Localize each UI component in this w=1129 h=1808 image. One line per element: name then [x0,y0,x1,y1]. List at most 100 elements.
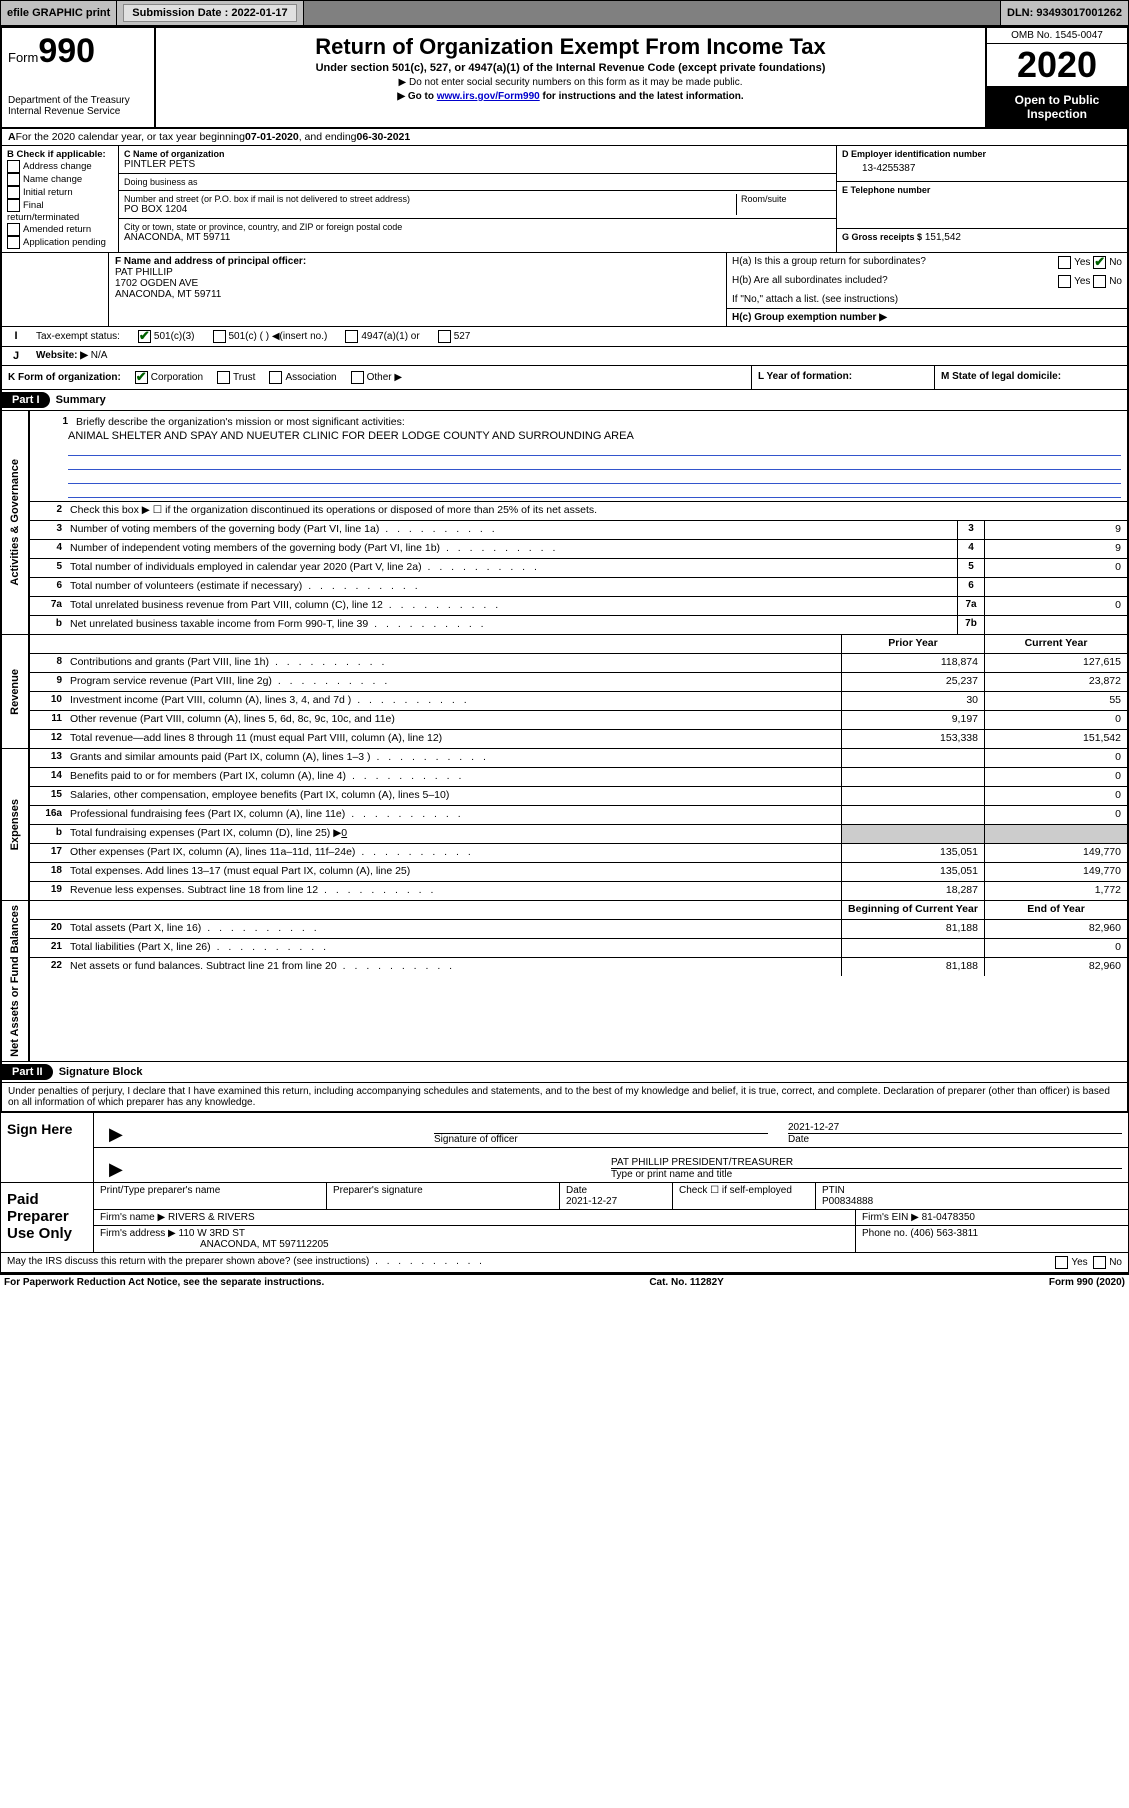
i-501c3[interactable]: 501(c)(3) [138,330,195,343]
i-label: Tax-exempt status: [36,331,120,342]
l6-desc: Total number of volunteers (estimate if … [66,578,957,596]
m-label: M State of legal domicile: [941,371,1061,382]
h-a-row: H(a) Is this a group return for subordin… [727,253,1127,272]
box-k: K Form of organization: Corporation Trus… [2,366,751,389]
form-number: Form990 [8,32,148,71]
street-value: PO BOX 1204 [124,204,736,215]
room-label: Room/suite [741,194,831,204]
line-11: 11Other revenue (Part VIII, column (A), … [30,711,1127,730]
org-c-column: C Name of organization PINTLER PETS Doin… [119,146,836,252]
form-subtitle: Under section 501(c), 527, or 4947(a)(1)… [164,62,977,74]
fh-block: F Name and address of principal officer:… [2,253,1127,327]
line-20: 20Total assets (Part X, line 16) 81,1888… [30,920,1127,939]
submission-cell: Submission Date : 2022-01-17 [117,1,303,25]
k-corp[interactable]: Corporation [135,371,203,384]
line-10: 10Investment income (Part VIII, column (… [30,692,1127,711]
fh-spacer [2,253,109,326]
ein-label: D Employer identification number [842,149,1122,159]
preparer-row: Paid Preparer Use Only Print/Type prepar… [1,1183,1128,1253]
j-value: N/A [91,350,108,361]
phone-label2: Phone no. [862,1228,908,1239]
dba-row: Doing business as [119,174,836,191]
toolbar-spacer [304,1,1001,25]
rev-sidelabel: Revenue [2,635,30,748]
irs-link[interactable]: www.irs.gov/Form990 [437,91,540,102]
l5-val: 0 [984,559,1127,577]
top-toolbar: efile GRAPHIC print Submission Date : 20… [0,0,1129,26]
sig-arrow2-icon [109,1159,127,1180]
ein-value: 13-4255387 [842,159,1122,178]
l5-num: 5 [30,559,66,577]
i-letter: I [2,327,30,346]
phone-label: E Telephone number [842,185,1122,195]
mission-text: ANIMAL SHELTER AND SPAY AND NUEUTER CLIN… [36,430,1121,442]
prep-head-row: Print/Type preparer's name Preparer's si… [94,1183,1128,1210]
i-4947[interactable]: 4947(a)(1) or [345,330,419,343]
l7b-val [984,616,1127,634]
sig-date-value: 2021-12-27 [788,1122,1122,1133]
l2-desc: Check this box ▶ ☐ if the organization d… [66,502,1127,520]
k-assoc[interactable]: Association [269,371,336,384]
p-selfemp[interactable]: Check ☐ if self-employed [673,1183,816,1209]
city-label: City or town, state or province, country… [124,222,831,232]
ein-row: D Employer identification number 13-4255… [837,146,1127,182]
mission-line4 [68,484,1121,498]
preparer-body: Print/Type preparer's name Preparer's si… [94,1183,1128,1252]
ha-no[interactable]: No [1093,256,1122,269]
cb-final[interactable]: Final return/terminated [7,199,113,223]
p-date-val: 2021-12-27 [566,1196,617,1207]
hb-yes[interactable]: Yes [1058,275,1090,288]
part2-title: Signature Block [59,1066,143,1078]
cb-address[interactable]: Address change [7,160,113,173]
l16b-shade1 [841,825,984,843]
gov-content: 1 Briefly describe the organization's mi… [30,411,1127,634]
l7a-val: 0 [984,597,1127,615]
sig-date-label: Date [788,1134,809,1145]
l7b-num: b [30,616,66,634]
l4-desc: Number of independent voting members of … [66,540,957,558]
efile-label: efile GRAPHIC print [1,1,117,25]
ha-yes[interactable]: Yes [1058,256,1090,269]
discuss-row: May the IRS discuss this return with the… [1,1253,1128,1274]
sign-here-label: Sign Here [1,1113,94,1182]
gross-label: G Gross receipts $ [842,232,922,242]
line-9: 9Program service revenue (Part VIII, lin… [30,673,1127,692]
k-trust[interactable]: Trust [217,371,255,384]
i-527[interactable]: 527 [438,330,471,343]
cb-pending[interactable]: Application pending [7,236,113,249]
rev-head-row: Prior Year Current Year [30,635,1127,654]
line-8: 8Contributions and grants (Part VIII, li… [30,654,1127,673]
col-beg: Beginning of Current Year [841,901,984,919]
dln-cell: DLN: 93493017001262 [1001,1,1128,25]
gov-section: Activities & Governance 1 Briefly descri… [2,411,1127,635]
gross-row: G Gross receipts $ 151,542 [837,229,1127,246]
k-other[interactable]: Other ▶ [351,371,402,384]
page-footer: For Paperwork Reduction Act Notice, see … [0,1275,1129,1290]
cb-initial[interactable]: Initial return [7,186,113,199]
revh-spacer [30,635,66,653]
mission-line2 [68,456,1121,470]
line-13: 13Grants and similar amounts paid (Part … [30,749,1127,768]
footer-mid: Cat. No. 11282Y [649,1277,723,1288]
cb-amended[interactable]: Amended return [7,223,113,236]
discuss-no[interactable]: No [1093,1256,1122,1269]
mission-line3 [68,470,1121,484]
cb-name[interactable]: Name change [7,173,113,186]
note-link: Go to www.irs.gov/Form990 for instructio… [164,91,977,102]
addr-label: Firm's address ▶ [100,1228,176,1239]
org-name: PINTLER PETS [124,159,831,170]
exp-content: 13Grants and similar amounts paid (Part … [30,749,1127,900]
net-head-row: Beginning of Current Year End of Year [30,901,1127,920]
submission-button[interactable]: Submission Date : 2022-01-17 [123,4,296,22]
line-17: 17Other expenses (Part IX, column (A), l… [30,844,1127,863]
l5-desc: Total number of individuals employed in … [66,559,957,577]
org-name-row: C Name of organization PINTLER PETS [119,146,836,174]
line-7b: b Net unrelated business taxable income … [30,616,1127,634]
discuss-yes[interactable]: Yes [1055,1256,1087,1269]
i-501c[interactable]: 501(c) ( ) ◀(insert no.) [213,330,328,343]
hb-no[interactable]: No [1093,275,1122,288]
l7a-num: 7a [30,597,66,615]
l2-num: 2 [30,502,66,520]
box-j-row: J Website: ▶ N/A [2,347,1127,366]
prep-addr-row: Firm's address ▶ 110 W 3RD ST ANACONDA, … [94,1226,1128,1252]
